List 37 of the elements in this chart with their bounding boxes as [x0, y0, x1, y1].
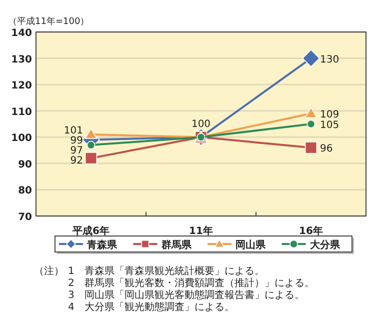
- x-tick-label: 平成6年: [72, 225, 110, 237]
- data-label: 92: [70, 155, 83, 166]
- data-label: 97: [70, 145, 83, 156]
- y-tick-label: 100: [11, 133, 32, 144]
- point: [86, 140, 96, 150]
- y-axis-title: （平成11年=100）: [8, 16, 90, 27]
- x-tick-label: 16年: [299, 225, 323, 237]
- point: [84, 152, 98, 164]
- point: [302, 49, 320, 68]
- legend-label: 青森県: [86, 239, 118, 251]
- text: 1 青森県「青森県観光統計概要」による。: [68, 265, 264, 277]
- legend-label: 岡山県: [236, 239, 266, 251]
- y-tick-label: 90: [18, 159, 32, 170]
- data-label: 109: [320, 109, 340, 120]
- y-tick-label: 140: [11, 28, 32, 39]
- legend-label: 群馬県: [160, 239, 192, 251]
- text: 2 群馬県「観光客数・消費額調査（推計）」による。: [68, 277, 314, 289]
- data-label: 105: [320, 120, 340, 131]
- point: [304, 107, 318, 118]
- y-tick-label: 110: [11, 106, 32, 118]
- y-tick-label: 120: [11, 80, 32, 92]
- data-label: 101: [64, 125, 83, 136]
- point: [306, 120, 316, 128]
- y-tick-label: 70: [18, 212, 32, 223]
- y-tick-label: 80: [18, 186, 32, 197]
- legend-label: 大分県: [308, 239, 341, 251]
- text: （注）: [34, 265, 64, 277]
- point: [84, 128, 98, 139]
- data-label: 100: [191, 119, 211, 130]
- text: 3 岡山県「岡山県観光客動態調査報告書」による。: [68, 289, 304, 301]
- data-label: 130: [320, 54, 340, 66]
- point: [304, 142, 318, 154]
- data-label: 99: [70, 135, 83, 146]
- x-tick-label: 11年: [189, 225, 213, 237]
- y-tick-label: 130: [11, 54, 32, 66]
- text: 4 大分県「観光動態調査」による。: [68, 301, 234, 313]
- data-label: 96: [320, 144, 333, 155]
